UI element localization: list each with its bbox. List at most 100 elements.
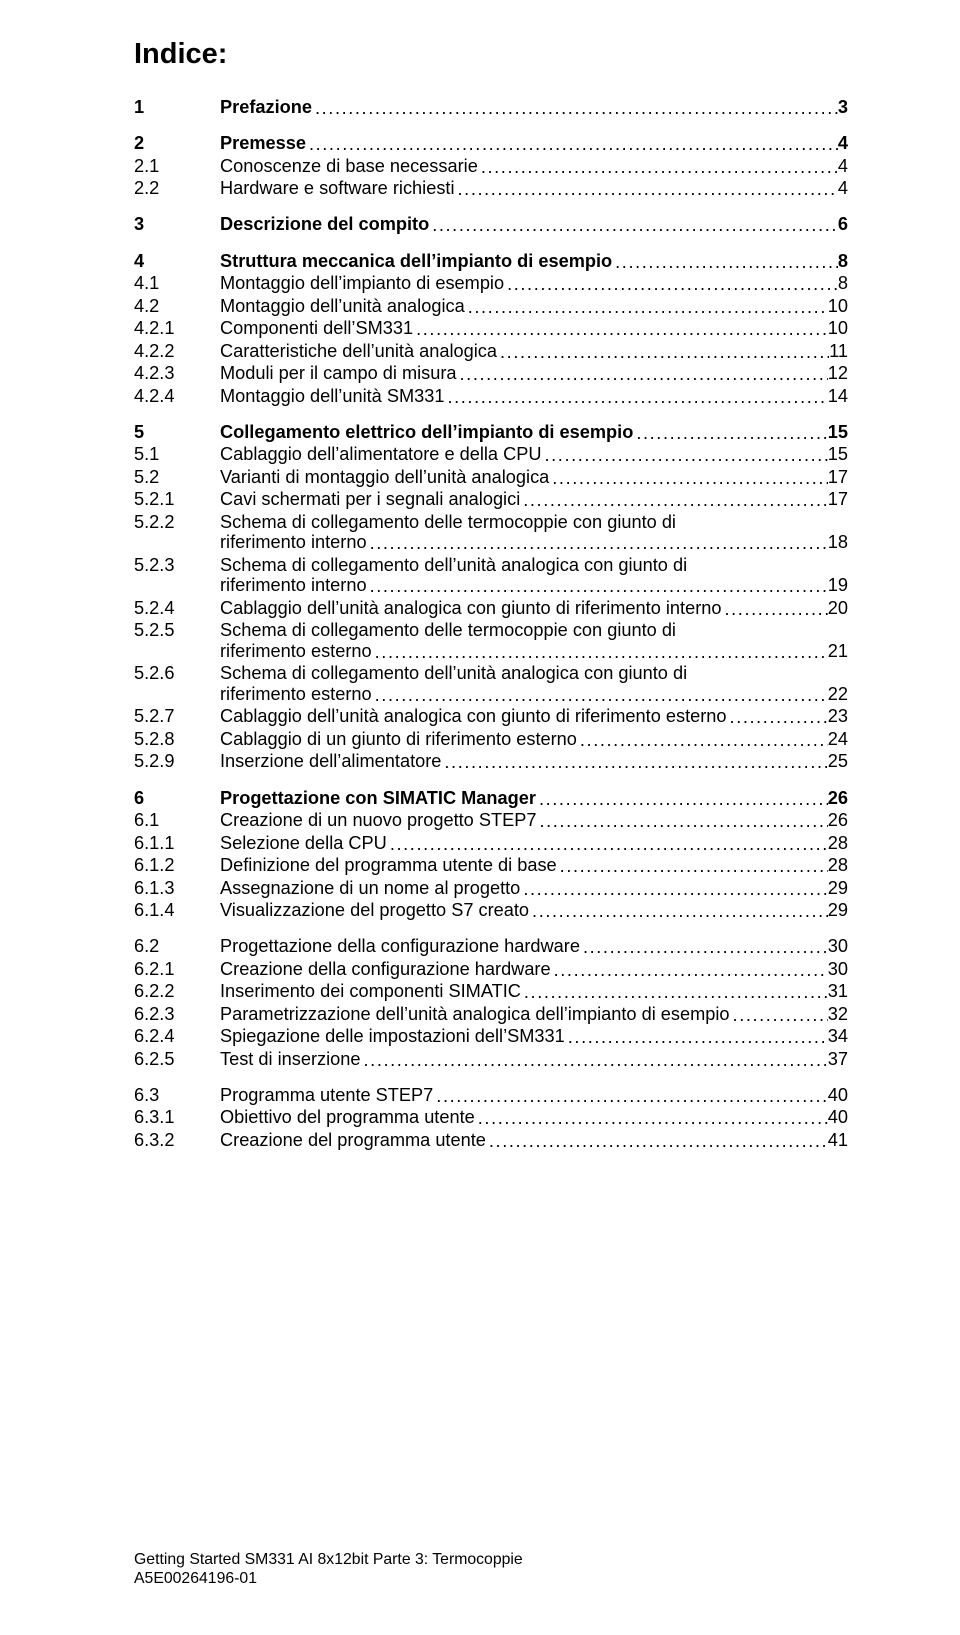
toc-entry-number: 4.2.1 <box>134 319 220 337</box>
toc-leader-dots <box>372 643 828 661</box>
toc-leader-dots <box>475 1109 828 1127</box>
toc-entry-label: Schema di collegamento dell’unità analog… <box>220 664 687 682</box>
toc-entry-number: 2.2 <box>134 179 220 197</box>
toc-entry: 2.1Conoscenze di base necessarie 4 <box>134 157 848 175</box>
toc-leader-dots <box>520 880 827 898</box>
toc-leader-dots <box>478 158 838 176</box>
toc-entry-number: 6.3 <box>134 1086 220 1104</box>
toc-entry: 6.3.2Creazione del programma utente41 <box>134 1131 848 1149</box>
toc-entry: 6.2.2Inserimento dei componenti SIMATIC3… <box>134 982 848 1000</box>
toc-leader-dots <box>565 1028 828 1046</box>
toc-entry-label: Progettazione della configurazione hardw… <box>220 937 580 955</box>
toc-entry-label: Creazione della configurazione hardware <box>220 960 551 978</box>
toc-group: 1Prefazione3 <box>134 98 848 116</box>
toc-entry: 2.2Hardware e software richiesti4 <box>134 179 848 197</box>
toc-entry-number: 5.2.6 <box>134 664 220 682</box>
toc-leader-dots <box>612 253 838 271</box>
toc-entry-number: 5.1 <box>134 445 220 463</box>
toc-entry-label: Componenti dell’SM331 <box>220 319 413 337</box>
footer-doc-title: Getting Started SM331 AI 8x12bit Parte 3… <box>134 1550 523 1570</box>
document-page: Indice: 1Prefazione32Premesse42.1Conosce… <box>0 0 960 1635</box>
toc-leader-dots <box>413 320 828 338</box>
toc-leader-dots <box>577 731 828 749</box>
toc-leader-dots <box>549 469 827 487</box>
toc-entry: 4.2.3Moduli per il campo di misura12 <box>134 364 848 382</box>
toc-leader-dots <box>367 534 828 552</box>
toc-entry-label: Moduli per il campo di misura <box>220 364 457 382</box>
toc-group: 5Collegamento elettrico dell’impianto di… <box>134 423 848 771</box>
toc-entry-label: riferimento interno <box>220 576 367 594</box>
toc-entry-page: 25 <box>828 752 848 770</box>
toc-entry: 5.2.9Inserzione dell’alimentatore25 <box>134 752 848 770</box>
toc-entry-label: Progettazione con SIMATIC Manager <box>220 789 536 807</box>
toc-entry-page: 6 <box>838 215 848 233</box>
toc-entry-label: Inserimento dei componenti SIMATIC <box>220 982 521 1000</box>
toc-leader-dots <box>497 343 829 361</box>
toc-entry-continuation: riferimento esterno22 <box>220 685 848 703</box>
toc-entry-page: 15 <box>828 445 848 463</box>
toc-entry-label: Spiegazione delle impostazioni dell’SM33… <box>220 1027 565 1045</box>
toc-leader-dots <box>455 180 838 198</box>
toc-entry-page: 4 <box>838 179 848 197</box>
toc-leader-dots <box>504 275 838 293</box>
toc-entry-number: 5.2.1 <box>134 490 220 508</box>
toc-entry-page: 14 <box>828 387 848 405</box>
toc-entry-page: 28 <box>828 834 848 852</box>
toc-entry-number: 6.2.2 <box>134 982 220 1000</box>
toc-group: 4Struttura meccanica dell’impianto di es… <box>134 252 848 405</box>
toc-entry-page: 21 <box>828 642 848 660</box>
toc-leader-dots <box>486 1132 828 1150</box>
toc-entry: 5Collegamento elettrico dell’impianto di… <box>134 423 848 441</box>
toc-entry-number: 5.2.2 <box>134 513 220 531</box>
toc-entry-page: 26 <box>828 789 848 807</box>
toc-entry: 6.1.1Selezione della CPU28 <box>134 834 848 852</box>
toc-entry-number: 5 <box>134 423 220 441</box>
toc-entry-number: 1 <box>134 98 220 116</box>
toc-entry-page: 40 <box>828 1086 848 1104</box>
toc-entry-label: Schema di collegamento delle termocoppie… <box>220 621 676 639</box>
toc-group: 2Premesse4 2.1Conoscenze di base necessar… <box>134 134 848 197</box>
toc-leader-dots <box>361 1051 828 1069</box>
toc-entry-page: 41 <box>828 1131 848 1149</box>
toc-entry-label: Cablaggio dell’alimentatore e della CPU <box>220 445 542 463</box>
toc-entry-number: 5.2.8 <box>134 730 220 748</box>
toc-entry-number: 3 <box>134 215 220 233</box>
toc-entry-page: 32 <box>828 1005 848 1023</box>
toc-leader-dots <box>312 99 838 117</box>
toc-entry-number: 4.2.2 <box>134 342 220 360</box>
toc-entry-number: 5.2.9 <box>134 752 220 770</box>
toc-entry-number: 5.2.3 <box>134 556 220 574</box>
toc-entry-page: 4 <box>838 157 848 175</box>
toc-entry-number: 5.2.4 <box>134 599 220 617</box>
toc-entry: 2Premesse4 <box>134 134 848 152</box>
toc-entry-label: Montaggio dell’unità analogica <box>220 297 465 315</box>
toc-entry-number: 2.1 <box>134 157 220 175</box>
toc-entry-number: 6.3.1 <box>134 1108 220 1126</box>
toc-entry: 6.3Programma utente STEP740 <box>134 1086 848 1104</box>
toc-entry: 6.3.1Obiettivo del programma utente40 <box>134 1108 848 1126</box>
toc-leader-dots <box>372 686 828 704</box>
toc-entry-page: 30 <box>828 960 848 978</box>
toc-entry-number: 6.2.1 <box>134 960 220 978</box>
toc-entry-label: Conoscenze di base necessarie <box>220 157 478 175</box>
toc-leader-dots <box>520 491 828 509</box>
toc-entry-label: Test di inserzione <box>220 1050 361 1068</box>
toc-entry-number: 5.2.5 <box>134 621 220 639</box>
toc-entry-number: 6.2.4 <box>134 1027 220 1045</box>
toc-leader-dots <box>542 446 828 464</box>
toc-entry-page: 10 <box>828 297 848 315</box>
toc-entry: 1Prefazione3 <box>134 98 848 116</box>
toc-leader-dots <box>444 388 827 406</box>
toc-entry-label: Prefazione <box>220 98 312 116</box>
toc-entry-number: 5.2 <box>134 468 220 486</box>
toc-entry: 4Struttura meccanica dell’impianto di es… <box>134 252 848 270</box>
toc-entry: 5.2.8Cablaggio di un giunto di riferimen… <box>134 730 848 748</box>
toc-entry-label: Cablaggio dell’unità analogica con giunt… <box>220 707 727 725</box>
toc-leader-dots <box>557 857 828 875</box>
toc-entry: 6.1.3Assegnazione di un nome al progetto… <box>134 879 848 897</box>
toc-entry-page: 17 <box>828 468 848 486</box>
toc-entry: 5.1Cablaggio dell’alimentatore e della C… <box>134 445 848 463</box>
toc-entry-label: Caratteristiche dell’unità analogica <box>220 342 497 360</box>
toc-entry-page: 26 <box>828 811 848 829</box>
toc-leader-dots <box>536 812 827 830</box>
